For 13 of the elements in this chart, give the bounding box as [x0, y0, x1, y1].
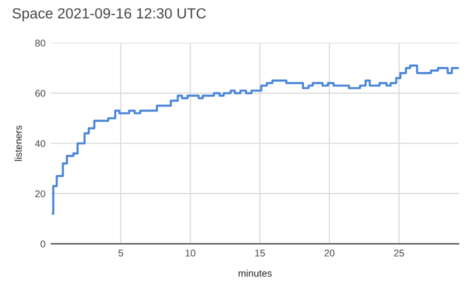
- y-tick-label: 0: [40, 240, 46, 248]
- y-axis-title: listeners: [14, 126, 22, 161]
- x-axis-title: minutes: [238, 270, 272, 277]
- x-tick-label: 20: [324, 250, 334, 257]
- y-tick-label: 60: [35, 90, 46, 97]
- x-tick-label: 25: [394, 250, 404, 257]
- x-tick-label: 10: [186, 250, 196, 257]
- x-tick-label: 5: [118, 250, 124, 257]
- y-tick-label: 80: [35, 40, 46, 47]
- y-tick-label: 40: [35, 140, 46, 147]
- y-tick-label: 20: [35, 190, 46, 198]
- chart-title: Space 2021-09-16 12:30 UTC: [12, 8, 206, 22]
- x-tick-label: 15: [255, 250, 265, 257]
